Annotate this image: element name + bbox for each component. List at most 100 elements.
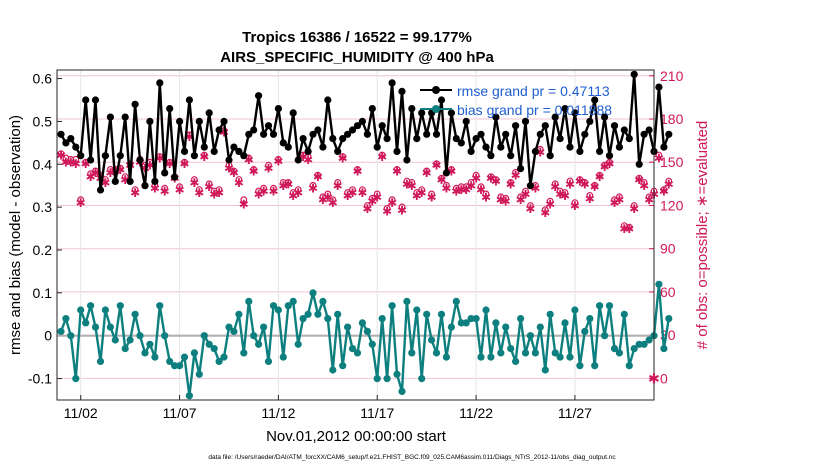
possible-obs-point (517, 193, 524, 201)
rmse-point (566, 143, 574, 151)
bias-point (289, 297, 297, 305)
rmse-point (255, 92, 263, 100)
rmse-point (156, 79, 164, 87)
evaluated-obs-point: ✱ (239, 198, 249, 212)
bias-point (299, 315, 307, 323)
bias-point (437, 310, 446, 318)
rmse-point (546, 152, 554, 160)
rmse-point (96, 186, 105, 194)
rmse-point (348, 126, 357, 134)
bias-series (57, 280, 673, 400)
possible-obs-point (616, 193, 623, 201)
evaluated-obs-point: ✱ (604, 157, 614, 171)
possible-obs-point (487, 173, 495, 181)
rmse-point (601, 113, 609, 121)
rmse-point (378, 122, 386, 130)
bias-point (284, 302, 292, 310)
bias-point (195, 370, 203, 378)
rmse-point (101, 152, 109, 160)
evaluated-obs-point: ✱ (105, 166, 115, 180)
rmse-point (210, 147, 218, 155)
rmse-point (442, 169, 450, 177)
evaluated-obs-point: ✱ (323, 190, 333, 204)
bias-point (82, 319, 90, 327)
bias-point (151, 353, 159, 361)
evaluated-obs-point: ✱ (352, 164, 362, 178)
bias-point (353, 349, 362, 357)
possible-obs-point (398, 203, 406, 211)
bias-point (339, 362, 347, 370)
bias-point (383, 375, 391, 383)
possible-obs-point (596, 171, 603, 179)
rmse-point (457, 139, 465, 147)
evaluated-obs-point: ✱ (436, 173, 446, 187)
bias-point (309, 289, 317, 297)
rmse-point (447, 109, 455, 117)
bias-point (180, 353, 189, 361)
bias-point (91, 323, 100, 331)
possible-obs-point (255, 187, 263, 195)
bias-point (620, 310, 628, 318)
bias-point (665, 315, 673, 323)
x-tick-label: 11/27 (558, 405, 592, 421)
left-tick-label: 0.4 (33, 156, 53, 172)
possible-obs-point (200, 151, 208, 159)
possible-obs-point (660, 186, 668, 194)
evaluated-obs-point: ✱ (417, 186, 427, 200)
rmse-point (314, 126, 322, 134)
evaluated-obs-point: ✱ (525, 202, 535, 216)
evaluated-obs-point: ✱ (530, 182, 540, 196)
evaluated-obs-point: ✱ (328, 196, 338, 210)
possible-obs-point (368, 194, 376, 202)
bias-point (215, 357, 223, 365)
bias-point (334, 310, 342, 318)
bias-point (462, 319, 470, 327)
bias-point (116, 302, 124, 310)
rmse-point (368, 105, 376, 113)
rmse-point (645, 126, 653, 134)
evaluated-obs-point: ✱ (273, 154, 283, 168)
evaluated-obs-point: ✱ (100, 176, 110, 190)
evaluated-obs-point: ✱ (130, 186, 140, 200)
bias-point (398, 387, 406, 395)
possible-obs-point (546, 197, 554, 205)
rmse-point (640, 130, 648, 138)
rmse-point (264, 122, 273, 130)
left-tick-label: 0.6 (33, 71, 53, 87)
evaluated-obs-point: ✱ (520, 187, 530, 201)
rmse-point (487, 152, 495, 160)
evaluated-obs-point: ✱ (491, 175, 501, 189)
rmse-point (482, 143, 490, 151)
evaluated-obs-point: ✱ (263, 162, 273, 176)
rmse-point (373, 143, 381, 151)
evaluated-obs-point: ✱ (249, 164, 259, 178)
right-tick-label: 90 (660, 241, 676, 257)
rmse-point (353, 122, 362, 130)
rmse-point (665, 130, 673, 138)
evaluated-obs-point: ✱ (402, 177, 412, 191)
evaluated-obs-point: ✱ (377, 150, 387, 164)
evaluated-obs-point: ✱ (313, 170, 323, 184)
right-tick-label: 180 (660, 111, 684, 127)
left-tick-label: -0.1 (28, 371, 52, 387)
bias-point (596, 302, 604, 310)
evaluated-obs-point: ✱ (175, 183, 185, 197)
possible-obs-point (77, 196, 85, 204)
possible-obs-point (606, 158, 613, 166)
rmse-point (126, 177, 134, 185)
bias-point (615, 349, 624, 357)
bias-point (146, 340, 154, 348)
bias-point (220, 353, 228, 361)
bias-point (255, 340, 263, 348)
rmse-point (472, 135, 480, 143)
rmse-point (304, 147, 312, 155)
evaluated-obs-point: ✱ (575, 175, 585, 189)
rmse-point (635, 160, 643, 168)
evaluated-obs-point: ✱ (140, 162, 150, 176)
rmse-point (581, 130, 589, 138)
rmse-point (625, 135, 633, 143)
evaluated-obs-point: ✱ (367, 195, 377, 209)
possible-obs-point (571, 199, 579, 207)
rmse-point (235, 147, 243, 155)
rmse-point (571, 109, 579, 117)
